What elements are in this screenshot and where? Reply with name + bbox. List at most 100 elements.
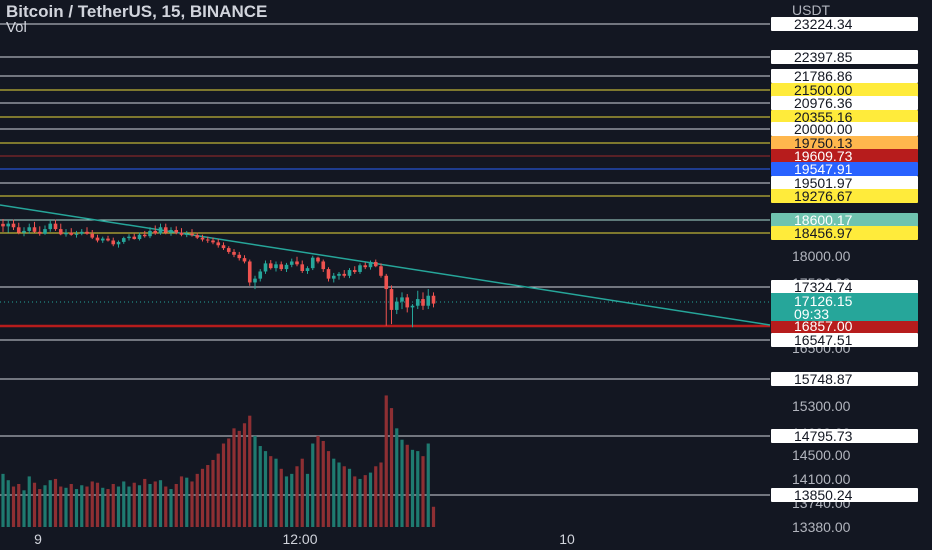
volume-bar: [206, 465, 210, 527]
volume-bar: [69, 483, 73, 527]
volume-bar: [321, 440, 325, 527]
volume-legend[interactable]: Vol: [6, 19, 27, 36]
price-level-label: 19547.91: [771, 161, 918, 177]
volume-bar: [410, 449, 415, 527]
candle-body: [148, 230, 152, 237]
candle-body: [100, 238, 105, 241]
price-level-label-text: 15748.87: [794, 371, 853, 387]
price-level-label: 22397.85: [771, 49, 918, 65]
candle-body: [184, 233, 189, 235]
symbol-title[interactable]: Bitcoin / TetherUS, 15, BINANCE: [6, 2, 268, 21]
price-level-label-text: 19547.91: [794, 161, 853, 177]
candle-body: [53, 223, 58, 230]
price-level-label: 19501.97: [771, 175, 918, 191]
price-level-label: 20000.00: [771, 121, 918, 137]
volume-bar: [64, 487, 68, 527]
candle-body: [174, 230, 179, 233]
volume-bar: [216, 453, 220, 527]
price-level-label-text: 19609.73: [794, 148, 853, 164]
volume-bar: [38, 489, 42, 527]
volume-bar: [400, 439, 404, 527]
volume-bar: [269, 456, 273, 527]
candle-body: [116, 241, 121, 245]
volume-bar: [137, 485, 142, 527]
candle-body: [179, 232, 184, 235]
volume-bar: [311, 443, 315, 527]
candle-body: [337, 273, 341, 276]
volume-bar: [363, 475, 367, 527]
candle-body: [43, 229, 47, 234]
candle-body: [95, 237, 100, 241]
volume-bar: [185, 477, 189, 527]
volume-bar: [416, 451, 420, 527]
candle-body: [216, 242, 221, 246]
price-level-label-text: 13850.24: [794, 487, 853, 503]
volume-bar: [143, 478, 147, 527]
volume-bar: [326, 451, 331, 527]
candle-body: [352, 270, 357, 272]
price-level-label-text: 21786.86: [794, 68, 853, 84]
price-level-label-bg: [771, 50, 918, 64]
price-level-label: 16547.51: [771, 332, 918, 348]
volume-bar: [279, 468, 283, 527]
volume-bar: [106, 489, 110, 527]
candle-body: [415, 299, 420, 306]
price-level-label-bg: [771, 226, 918, 240]
volume-bar: [305, 473, 310, 527]
price-level-label-bg: [771, 83, 918, 97]
candle-body: [342, 273, 347, 276]
candle-body: [58, 229, 63, 235]
candle-body: [111, 240, 116, 245]
volume-bar: [431, 506, 436, 527]
volume-bar: [22, 490, 26, 527]
candle-body: [132, 236, 137, 240]
current-price-value: 17126.15: [794, 293, 853, 309]
price-level-label: 16857.00: [771, 318, 918, 334]
trendline: [0, 204, 771, 326]
volume-bar: [284, 476, 289, 527]
candle-body: [137, 234, 142, 240]
volume-bar: [368, 472, 373, 527]
volume-bar: [300, 458, 304, 527]
chart-header: Bitcoin / TetherUS, 15, BINANCE Vol: [6, 2, 268, 36]
candle-body: [310, 257, 315, 269]
candle-body: [394, 301, 399, 310]
price-level-label-text: 18456.97: [794, 225, 853, 241]
candle-body: [48, 223, 53, 230]
price-level-label: 18600.17: [771, 212, 918, 228]
volume-bar: [274, 458, 278, 527]
volume-bar: [53, 478, 58, 527]
volume-bar: [232, 428, 236, 527]
time-axis-label: 12:00: [282, 531, 317, 547]
volume-bar: [11, 486, 16, 527]
candle-body: [410, 305, 415, 308]
price-level-label-text: 19750.13: [794, 135, 853, 151]
price-level-label: 23224.34: [771, 16, 918, 32]
candle-body: [358, 265, 362, 272]
volume-bar: [164, 486, 168, 527]
volume-bar: [258, 446, 262, 527]
candle-body: [379, 266, 383, 276]
candle-body: [305, 268, 310, 272]
price-axis-label: 14100.00: [792, 471, 851, 487]
price-level-label-text: 22397.85: [794, 49, 853, 65]
volume-bar: [347, 468, 352, 527]
volume-bar: [316, 435, 320, 527]
candle-body: [389, 289, 394, 310]
price-level-label: 19750.13: [771, 135, 918, 151]
volume-bar: [211, 459, 215, 527]
volume-bar: [384, 395, 388, 527]
price-level-label-text: 17324.74: [794, 279, 853, 295]
volume-bar: [242, 423, 247, 527]
candle-body: [142, 234, 147, 237]
price-level-label-text: 20976.36: [794, 95, 853, 111]
candle-body: [163, 227, 168, 233]
volume-bar: [95, 482, 100, 527]
candle-body: [247, 261, 252, 283]
price-level-label-bg: [771, 176, 918, 190]
price-level-label-text: 18600.17: [794, 212, 853, 228]
price-axis-currency: USDT: [792, 2, 831, 18]
volume-bar: [405, 444, 409, 527]
volume-bar: [32, 482, 37, 527]
